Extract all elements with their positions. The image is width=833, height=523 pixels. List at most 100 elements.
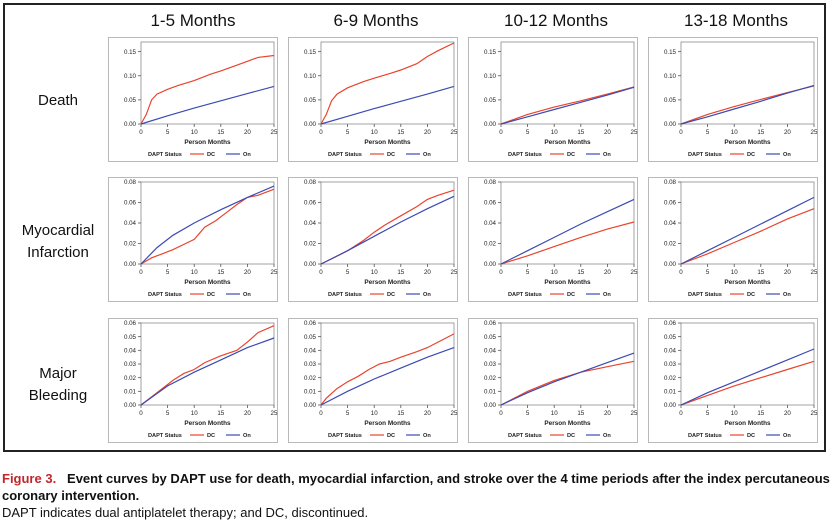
y-tick-label: 0.10 [304,73,317,80]
legend-label: On [243,433,251,439]
legend-label: DC [567,292,575,298]
panel-svg: 0.00 0.01 0.02 0.03 0.04 0.05 0.06 0 5 10 15 20 25 Pe… [468,318,638,443]
x-tick-label: 25 [271,269,278,276]
x-tick-label: 20 [424,410,431,417]
y-tick-label: 0.06 [304,200,317,207]
x-axis-label: Person Months [544,279,591,286]
y-tick-label: 0.00 [124,261,137,268]
chart-panel: 0.00 0.02 0.04 0.06 0.08 0 5 10 15 20 25 Person Mon… [108,177,278,302]
chart-panel: 0.00 0.05 0.10 0.15 0 5 10 15 20 25 Person Months D… [288,37,458,162]
y-tick-label: 0.00 [124,121,137,128]
row-header-mi: Myocardial Infarction [13,220,103,264]
x-axis-label: Person Months [724,279,771,286]
x-tick-label: 15 [757,410,764,417]
y-tick-label: 0.05 [304,334,317,341]
panel-svg: 0.00 0.02 0.04 0.06 0.08 0 5 10 15 20 25 Person Mon… [648,177,818,302]
legend-label: DC [387,433,395,439]
x-tick-label: 0 [139,410,143,417]
legend-title: DAPT Status [508,152,542,158]
series-line-on [140,337,275,406]
row-header-line: Infarction [27,244,89,261]
y-tick-label: 0.15 [664,49,677,56]
plot-area [320,41,455,125]
series-line-dc [500,360,635,406]
legend-label: DC [207,292,215,298]
legend-label: On [783,292,791,298]
legend-title: DAPT Status [148,152,182,158]
y-tick-label: 0.02 [664,375,677,382]
y-tick-label: 0.15 [484,49,497,56]
x-tick-label: 15 [577,269,584,276]
x-tick-label: 15 [217,269,224,276]
row-header-line: Death [37,92,79,109]
y-tick-label: 0.01 [484,389,497,396]
x-tick-label: 20 [784,410,791,417]
y-tick-label: 0.02 [124,375,137,382]
y-tick-label: 0.00 [304,121,317,128]
series-line-on [140,185,275,265]
x-tick-label: 25 [451,269,458,276]
series-line-on [680,84,815,125]
x-tick-label: 25 [451,129,458,136]
y-tick-label: 0.06 [304,320,317,327]
row-header-line: Bleeding [28,387,88,404]
x-tick-label: 5 [526,269,530,276]
x-tick-label: 20 [604,410,611,417]
chart-panel: 0.00 0.05 0.10 0.15 0 5 10 15 20 25 Person Months D… [108,37,278,162]
legend-label: On [783,433,791,439]
x-tick-label: 15 [577,410,584,417]
y-tick-label: 0.00 [484,121,497,128]
x-tick-label: 10 [371,410,378,417]
series-line-dc [140,325,275,406]
x-tick-label: 10 [731,269,738,276]
x-tick-label: 0 [319,269,323,276]
x-axis-label: Person Months [724,420,771,427]
y-tick-label: 0.10 [484,73,497,80]
y-tick-label: 0.08 [664,179,677,186]
x-tick-label: 0 [679,129,683,136]
x-tick-label: 10 [551,410,558,417]
legend-label: On [423,433,431,439]
legend-label: DC [207,152,215,158]
x-tick-label: 25 [811,410,818,417]
x-tick-label: 15 [397,129,404,136]
chart-panel: 0.00 0.01 0.02 0.03 0.04 0.05 0.06 0 5 10 15 20 25 Pe… [468,318,638,443]
x-axis-label: Person Months [184,139,231,146]
y-tick-label: 0.01 [664,389,677,396]
y-tick-label: 0.08 [484,179,497,186]
x-tick-label: 0 [679,269,683,276]
chart-panel: 0.00 0.02 0.04 0.06 0.08 0 5 10 15 20 25 Person Mon… [288,177,458,302]
legend-label: DC [747,152,755,158]
legend-label: On [603,152,611,158]
chart-panel: 0.00 0.05 0.10 0.15 0 5 10 15 20 25 Person Months D… [648,37,818,162]
x-axis-label: Person Months [184,279,231,286]
x-tick-label: 5 [706,129,710,136]
panel-border [468,177,638,302]
x-tick-label: 10 [371,129,378,136]
legend-label: DC [747,433,755,439]
panel-border [648,177,818,302]
chart-panel: 0.00 0.02 0.04 0.06 0.08 0 5 10 15 20 25 Person Mon… [648,177,818,302]
x-tick-label: 5 [526,129,530,136]
panel-svg: 0.00 0.02 0.04 0.06 0.08 0 5 10 15 20 25 Person Mon… [468,177,638,302]
column-header: 13-18 Months [684,11,788,30]
legend-label: On [243,152,251,158]
column-header: 1-5 Months [150,11,236,30]
y-tick-label: 0.03 [664,361,677,368]
y-tick-label: 0.15 [124,49,137,56]
y-tick-label: 0.00 [664,402,677,409]
x-axis-label: Person Months [544,420,591,427]
row-header-bleeding: Major Bleeding [13,363,103,407]
y-tick-label: 0.04 [124,348,137,355]
row-header-line: Major [39,365,77,382]
chart-panel: 0.00 0.02 0.04 0.06 0.08 0 5 10 15 20 25 Person Mon… [468,177,638,302]
column-header: 10-12 Months [504,11,608,30]
x-tick-label: 25 [631,129,638,136]
row-header-line: Myocardial [21,222,95,239]
x-tick-label: 10 [551,129,558,136]
y-tick-label: 0.00 [484,261,497,268]
x-tick-label: 25 [451,410,458,417]
x-tick-label: 25 [631,269,638,276]
